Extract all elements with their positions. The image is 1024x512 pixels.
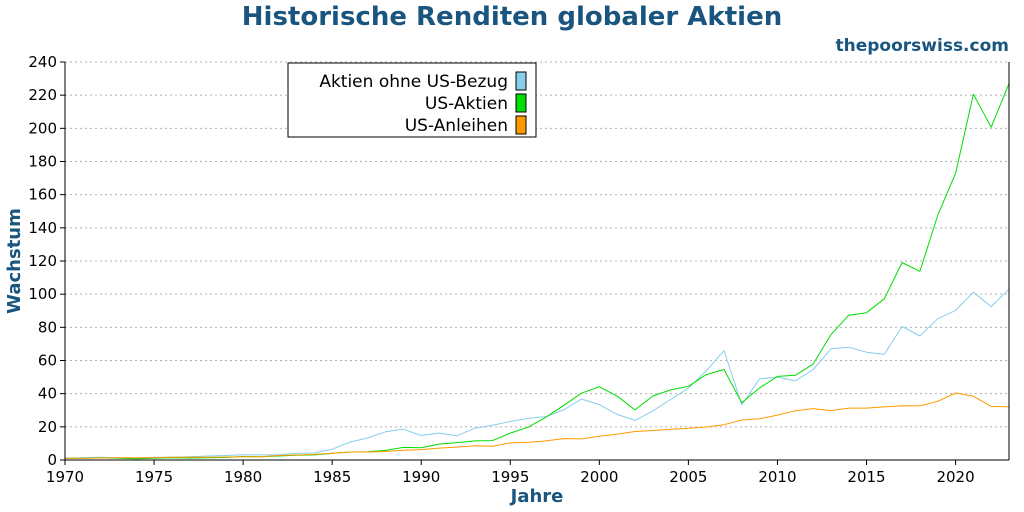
y-tick-label: 240 [28,53,57,71]
x-tick-label: 2020 [936,468,974,486]
x-tick-label: 1990 [402,468,440,486]
y-tick-label: 20 [38,418,57,436]
x-tick-label: 2015 [847,468,885,486]
x-tick-label: 2010 [758,468,796,486]
y-tick-label: 180 [28,153,57,171]
series-line-1 [64,288,1010,459]
x-tick-label: 1985 [313,468,351,486]
x-tick-labels: 1970 1975 1980 1985 1990 1995 2000 2005 2010 2015… [46,460,975,486]
x-tick-label: 1975 [135,468,173,486]
y-tick-label: 200 [28,119,57,137]
y-tick-label: 80 [38,318,57,336]
y-tick-label: 40 [38,385,57,403]
x-tick-label: 1995 [491,468,529,486]
y-tick-label: 140 [28,219,57,237]
x-tick-label: 1980 [224,468,262,486]
y-tick-labels: 0 20 40 60 80 100 120 140 160 180 200 220 240 [28,53,65,469]
y-tick-label: 100 [28,285,57,303]
legend-label: US-Aktien [425,94,508,114]
y-tick-label: 160 [28,186,57,204]
legend-swatch [515,115,527,135]
y-tick-label: 60 [38,352,57,370]
legend-label: Aktien ohne US-Bezug [319,72,508,92]
y-tick-label: 120 [28,252,57,270]
legend-swatch [515,71,527,91]
series-line-2 [64,83,1010,460]
legend-swatch [515,93,527,113]
grid [65,61,1009,428]
y-tick-label: 0 [47,451,57,469]
x-axis-label: Jahre [509,486,564,507]
x-tick-label: 2000 [580,468,618,486]
legend-label: US-Anleihen [405,116,508,136]
watermark: thepoorswiss.com [836,36,1010,56]
series-line-3 [64,392,1010,459]
y-tick-label: 220 [28,86,57,104]
chart-title: Historische Renditen globaler Aktien [242,2,782,32]
x-tick-label: 1970 [46,468,84,486]
legend-box [287,62,537,138]
x-tick-label: 2005 [669,468,707,486]
series-lines [64,83,1010,460]
y-axis-label: Wachstum [4,208,25,314]
